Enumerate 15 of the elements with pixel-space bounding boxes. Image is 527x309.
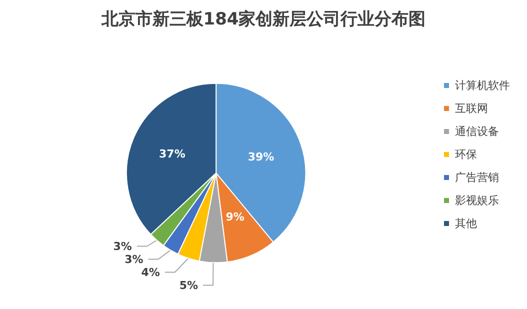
- legend-label: 其他: [455, 217, 477, 230]
- legend-label: 广告营销: [455, 171, 499, 184]
- data-label: 4%: [141, 266, 160, 279]
- legend-label: 影视娱乐: [455, 194, 499, 207]
- data-label: 5%: [179, 278, 198, 292]
- data-label: 37%: [159, 148, 186, 161]
- data-label: 9%: [226, 210, 244, 224]
- data-label: 3%: [113, 240, 132, 253]
- chart-title: 北京市新三板184家创新层公司行业分布图: [100, 10, 426, 30]
- data-label: 3%: [124, 252, 144, 266]
- legend-label: 通信设备: [455, 125, 499, 138]
- legend-label: 计算机软件: [455, 79, 510, 92]
- legend-label: 互联网: [455, 102, 488, 115]
- legend-label: 环保: [455, 148, 477, 161]
- data-label: 39%: [248, 150, 274, 164]
